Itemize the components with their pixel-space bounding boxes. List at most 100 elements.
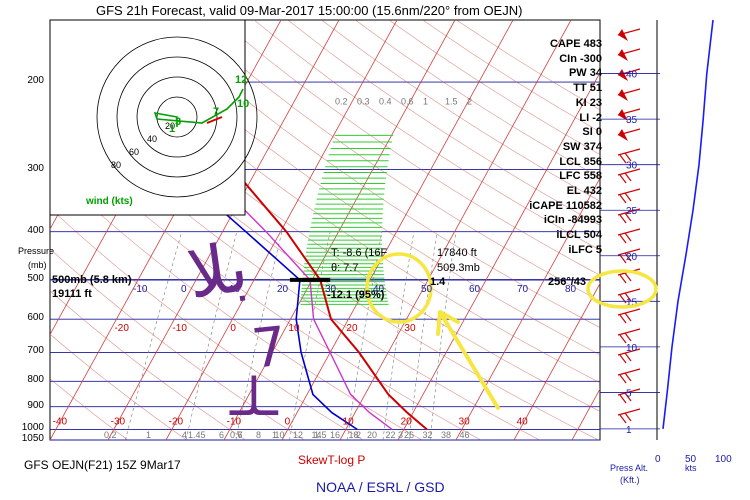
mixing-tick-bottom-5: 1.5 <box>314 430 327 440</box>
index-value: 374 <box>580 140 602 153</box>
row500-tick-50: 50 <box>421 284 433 295</box>
pressure-tick-1000: 1000 <box>21 422 44 434</box>
wind-barb-4 <box>617 108 641 121</box>
readout-pressure: 509.3mb <box>437 262 480 274</box>
mixing-ratio-lines <box>125 231 457 440</box>
isotherm-40 <box>513 282 600 440</box>
temp-tick-bottom-20: 20 <box>401 417 413 428</box>
pressure-axis-label: Pressure <box>18 246 55 256</box>
index-pw: PW 34 <box>529 66 602 81</box>
mixing-tick-top-1: 0.3 <box>357 97 370 107</box>
wind-speed-profile <box>662 19 714 429</box>
highlight-circle-barb <box>586 269 658 309</box>
readout-height: 17840 ft <box>437 247 477 259</box>
mixing-tick-top-5: 1.5 <box>445 97 458 107</box>
mixing-tick-bottom-1: 1 <box>146 430 151 440</box>
hodo-ring-80 <box>96 36 258 198</box>
hodo-trace-red <box>206 116 223 124</box>
isotherm--20 <box>165 20 398 440</box>
handwritten-annotation: بلا <box>182 228 253 315</box>
mixing-tick-top-3: 0.6 <box>401 97 414 107</box>
row500-tick-80: 80 <box>565 284 577 295</box>
temp-tick-mid-30: 30 <box>404 323 416 334</box>
stability-indices: CAPE 483 CIn -300 PW 34 TT 51 KI 23 LI -2 SI 0… <box>529 37 602 258</box>
index-ilfc: iLFC 5 <box>529 243 602 258</box>
index-value: 0 <box>592 126 602 139</box>
mixing-tick-bottom-23: 46 <box>460 430 470 440</box>
annotation-overlay <box>365 252 658 410</box>
mixing-tick-bottom-4: 1 <box>272 430 277 440</box>
alt-tick-40: 40 <box>626 70 638 81</box>
speed-tick-100: 100 <box>715 454 732 465</box>
handwritten-lower: ـلـ <box>230 368 278 428</box>
temp-tick-bottom-0: 0 <box>285 417 291 428</box>
dry-adiabat-140 <box>321 20 600 202</box>
pressure-tick-1050: 1050 <box>21 433 44 444</box>
wind-barb-2 <box>617 68 641 81</box>
alt-tick-20: 20 <box>626 252 638 263</box>
temp-tick-mid--10: -10 <box>172 323 187 334</box>
mixing-tick-top-4: 1 <box>423 97 428 107</box>
mixing-ratio-2 <box>235 231 283 440</box>
wind-barb-17 <box>617 368 641 384</box>
hodo-trace <box>153 88 244 127</box>
dry-adiabat-150 <box>355 20 600 178</box>
mixing-tick-bottom-8: 4 <box>182 430 187 440</box>
dry-adiabat--20 <box>50 333 187 440</box>
hodo-level-10: 10 <box>237 98 249 110</box>
isotherm-10 <box>339 20 572 440</box>
index-name: iLFC <box>568 243 593 256</box>
index-value: 483 <box>580 38 602 50</box>
temp-tick-bottom--30: -30 <box>111 417 126 428</box>
dry-adiabat-10 <box>50 207 364 440</box>
wind-barb-7 <box>617 168 641 184</box>
highlight-arrow <box>436 310 500 410</box>
temp-tick-bottom--10: -10 <box>227 417 242 428</box>
index-name: iLCL <box>556 229 581 242</box>
dry-adiabat-80 <box>119 20 600 356</box>
temp-tick-mid-0: 0 <box>230 323 236 334</box>
index-value: 23 <box>586 96 602 109</box>
temp-tick-bottom-10: 10 <box>343 417 355 428</box>
wind-barb-11 <box>617 248 641 264</box>
index-tt: TT 51 <box>529 81 602 96</box>
highlight-circle-profile <box>365 252 433 324</box>
pressure-tick-200: 200 <box>27 75 44 87</box>
dry-adiabat--10 <box>50 290 246 440</box>
hodo-ring-40 <box>136 76 218 158</box>
chart-type-label: SkewT-log P <box>298 453 366 467</box>
hodo-level-1: 1 <box>169 123 175 135</box>
dry-adiabat-110 <box>220 20 600 276</box>
pressure-tick-900: 900 <box>27 399 44 411</box>
mixing-tick-bottom-13: 10 <box>275 430 285 440</box>
readout-level: 500mb (5.8 km) <box>52 274 132 286</box>
index-value: 5 <box>592 243 602 256</box>
hodo-ring-label-80: 80 <box>111 160 121 170</box>
index-name: EL <box>566 185 581 198</box>
mixing-ratio-8 <box>346 231 383 440</box>
dry-adiabat-100 <box>186 20 600 302</box>
row500-tick-0: 0 <box>181 284 187 295</box>
hodo-level-3: 3 <box>175 116 181 128</box>
index-name: TT <box>573 82 587 95</box>
readout-altitude: 19111 ft <box>52 288 92 300</box>
wind-barb-18 <box>617 388 641 404</box>
index-li: LI -2 <box>529 111 602 126</box>
speed-units-label: kts <box>685 463 697 473</box>
pressure-tick-800: 800 <box>27 374 44 386</box>
alt-tick-5: 5 <box>626 388 632 399</box>
wind-barb-15 <box>617 328 641 344</box>
index-sw: SW 374 <box>529 140 602 155</box>
index-value: 34 <box>586 67 602 80</box>
press-alt-units: (Kft.) <box>620 475 640 485</box>
speed-tick-50: 50 <box>685 454 697 465</box>
index-name: iCAPE <box>529 199 563 212</box>
hodo-ring-label-60: 60 <box>129 147 139 157</box>
row500-tick--10: -10 <box>133 284 148 295</box>
alt-tick-30: 30 <box>626 161 638 172</box>
mixing-tick-bottom-15: 14 <box>312 430 322 440</box>
row500-tick-20: 20 <box>277 284 289 295</box>
temp-tick-bottom--20: -20 <box>169 417 184 428</box>
row500-tick-70: 70 <box>517 284 529 295</box>
mixing-tick-top-2: 0.4 <box>379 97 392 107</box>
